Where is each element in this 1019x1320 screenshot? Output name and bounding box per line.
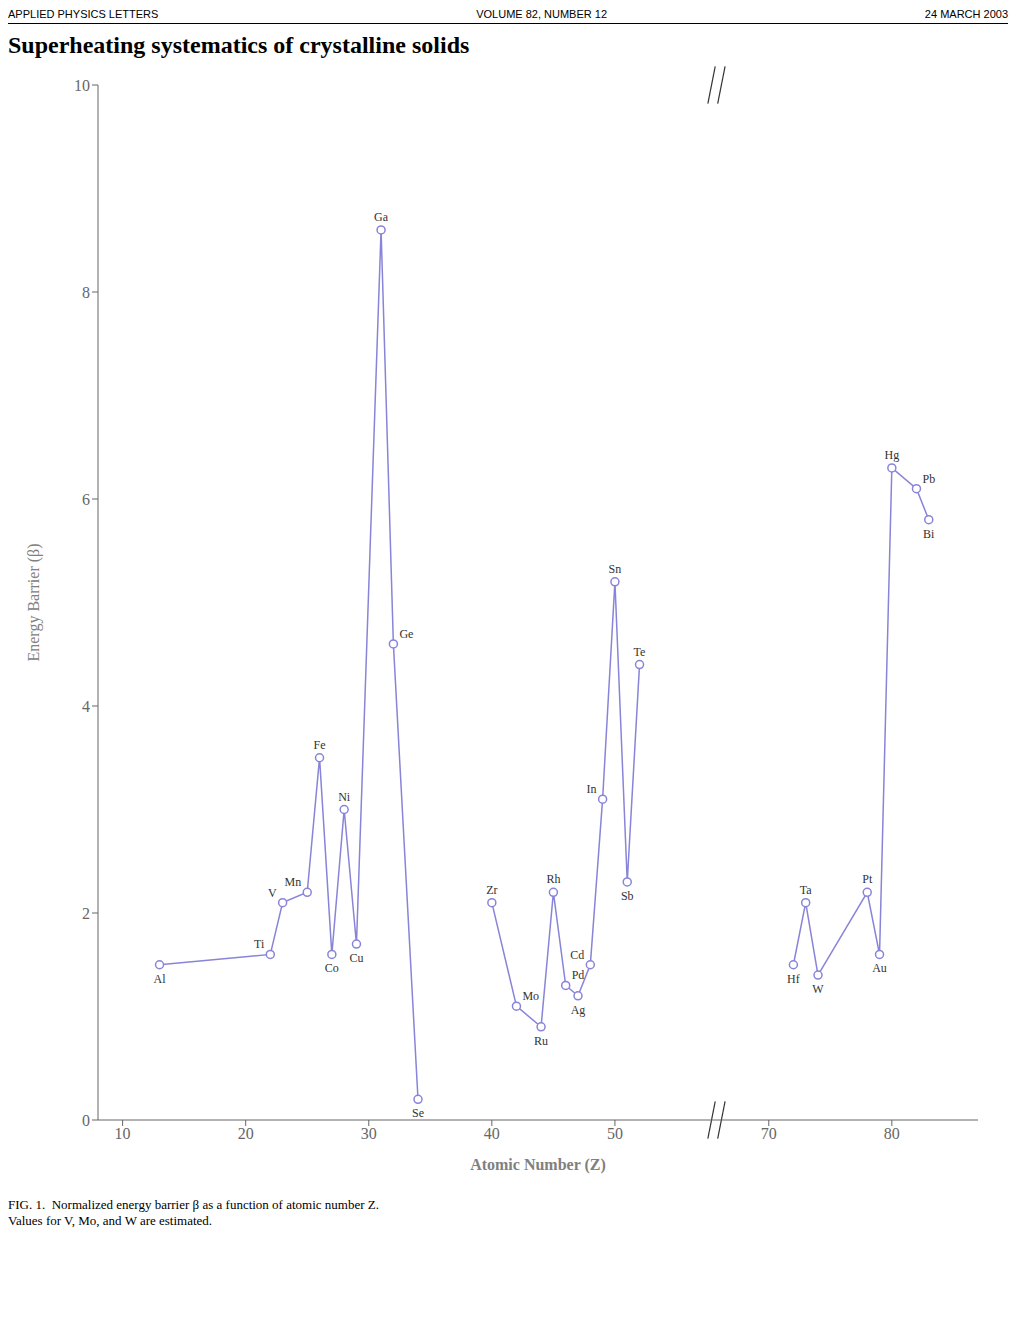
svg-text:10: 10 bbox=[74, 77, 90, 94]
svg-text:Pd: Pd bbox=[572, 968, 585, 982]
svg-text:Ta: Ta bbox=[800, 883, 812, 897]
svg-text:80: 80 bbox=[884, 1125, 900, 1142]
svg-text:Ru: Ru bbox=[534, 1034, 548, 1048]
html-text:Values for V, Mo, and W are es: Values for V, Mo, and W are estimated. bbox=[8, 1213, 213, 1228]
svg-text:Ni: Ni bbox=[338, 790, 351, 804]
html-text:24 MARCH 2003: 24 MARCH 2003 bbox=[924, 8, 1008, 20]
svg-text:10: 10 bbox=[115, 1125, 131, 1142]
svg-text:Co: Co bbox=[325, 961, 339, 975]
svg-text:Ti: Ti bbox=[254, 937, 265, 951]
svg-text:Fe: Fe bbox=[314, 738, 326, 752]
svg-text:Energy Barrier (β): Energy Barrier (β) bbox=[25, 543, 43, 661]
svg-text:Ge: Ge bbox=[399, 627, 413, 641]
svg-text:In: In bbox=[587, 782, 597, 796]
svg-text:2: 2 bbox=[82, 905, 90, 922]
svg-text:Zr: Zr bbox=[486, 883, 497, 897]
svg-text:Au: Au bbox=[872, 961, 887, 975]
svg-text:Hg: Hg bbox=[885, 448, 900, 462]
svg-text:Mn: Mn bbox=[285, 875, 302, 889]
svg-text:Te: Te bbox=[634, 645, 646, 659]
svg-text:Sn: Sn bbox=[609, 562, 622, 576]
svg-text:Pb: Pb bbox=[922, 472, 935, 486]
svg-text:W: W bbox=[812, 982, 824, 996]
svg-text:Al: Al bbox=[154, 972, 167, 986]
svg-text:Cd: Cd bbox=[570, 948, 584, 962]
svg-text:Pt: Pt bbox=[862, 872, 873, 886]
html-text:VOLUME 82, NUMBER 12: VOLUME 82, NUMBER 12 bbox=[476, 8, 607, 20]
svg-text:70: 70 bbox=[761, 1125, 777, 1142]
svg-text:4: 4 bbox=[82, 698, 90, 715]
svg-text:Sb: Sb bbox=[621, 889, 634, 903]
svg-text:Ag: Ag bbox=[571, 1003, 586, 1017]
svg-text:50: 50 bbox=[607, 1125, 623, 1142]
svg-text:Atomic Number (Z): Atomic Number (Z) bbox=[470, 1156, 606, 1174]
svg-text:Cu: Cu bbox=[349, 951, 363, 965]
svg-text:20: 20 bbox=[238, 1125, 254, 1142]
svg-text:Mo: Mo bbox=[522, 989, 539, 1003]
html-text:FIG. 1. Normalized energy barr: FIG. 1. Normalized energy barrier β as a… bbox=[8, 1197, 379, 1212]
svg-text:V: V bbox=[268, 886, 277, 900]
svg-text:Rh: Rh bbox=[546, 872, 560, 886]
svg-text:Hf: Hf bbox=[787, 972, 800, 986]
svg-text:Ga: Ga bbox=[374, 210, 389, 224]
svg-text:Bi: Bi bbox=[923, 527, 935, 541]
svg-text:30: 30 bbox=[361, 1125, 377, 1142]
svg-text:0: 0 bbox=[82, 1112, 90, 1129]
svg-text:6: 6 bbox=[82, 491, 90, 508]
html-text:APPLIED PHYSICS LETTERS: APPLIED PHYSICS LETTERS bbox=[8, 8, 159, 20]
svg-text:40: 40 bbox=[484, 1125, 500, 1142]
svg-text:Se: Se bbox=[412, 1106, 424, 1120]
svg-text:8: 8 bbox=[82, 284, 90, 301]
html-text:Superheating systematics of cr: Superheating systematics of crystalline … bbox=[8, 32, 470, 58]
